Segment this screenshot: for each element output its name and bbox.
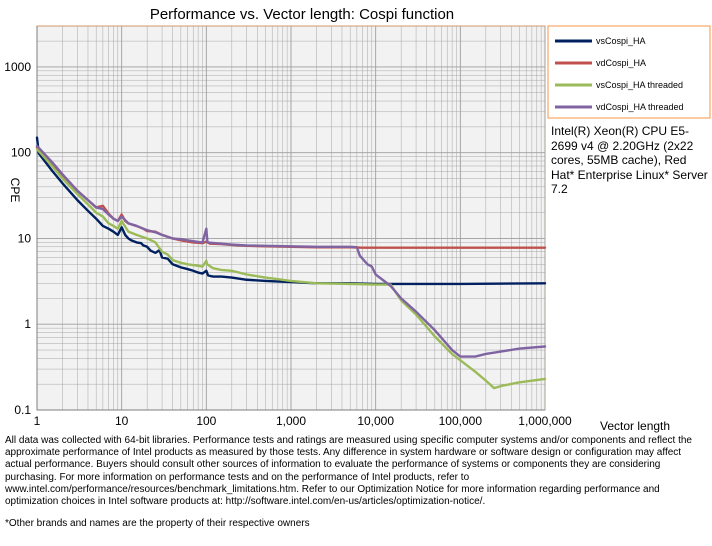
legend-label: vdCospi_HA [596, 58, 646, 68]
series-line [35, 147, 547, 390]
legend-label: vdCospi_HA threaded [596, 102, 684, 112]
series-line [35, 144, 547, 358]
trademark-note: *Other brands and names are the property… [5, 518, 310, 529]
x-axis-title: Vector length [600, 419, 670, 433]
y-tick-label: 10 [18, 231, 32, 245]
y-tick-label: 1000 [4, 60, 31, 74]
x-tick-label: 10 [115, 414, 129, 428]
chart-title: Performance vs. Vector length: Cospi fun… [150, 6, 454, 23]
x-tick-label: 1,000 [276, 414, 306, 428]
legend-label: vsCospi_HA [596, 36, 646, 46]
y-axis-title: CPE [8, 178, 22, 203]
x-tick-label: 100,000 [439, 414, 483, 428]
x-tick-label: 10,000 [357, 414, 394, 428]
series-lines [35, 136, 547, 390]
x-tick-label: 100 [196, 414, 216, 428]
disclaimer-text: All data was collected with 64-bit libra… [5, 435, 692, 508]
legend-label: vsCospi_HA threaded [596, 80, 683, 90]
system-info-text: Intel(R) Xeon(R) CPU E5-2699 v4 @ 2.20GH… [551, 124, 708, 196]
y-tick-label: 100 [11, 146, 31, 160]
legend: vsCospi_HA vdCospi_HA vsCospi_HA threaded v… [555, 36, 684, 112]
y-tick-label: 1 [24, 317, 31, 331]
tick-labels: 1 10 100 1,000 10,000 100,000 1,000,0000.11101… [4, 60, 572, 428]
x-tick-label: 1,000,000 [518, 414, 572, 428]
series-line [35, 136, 547, 286]
y-tick-label: 0.1 [14, 403, 31, 417]
x-tick-label: 1 [34, 414, 41, 428]
